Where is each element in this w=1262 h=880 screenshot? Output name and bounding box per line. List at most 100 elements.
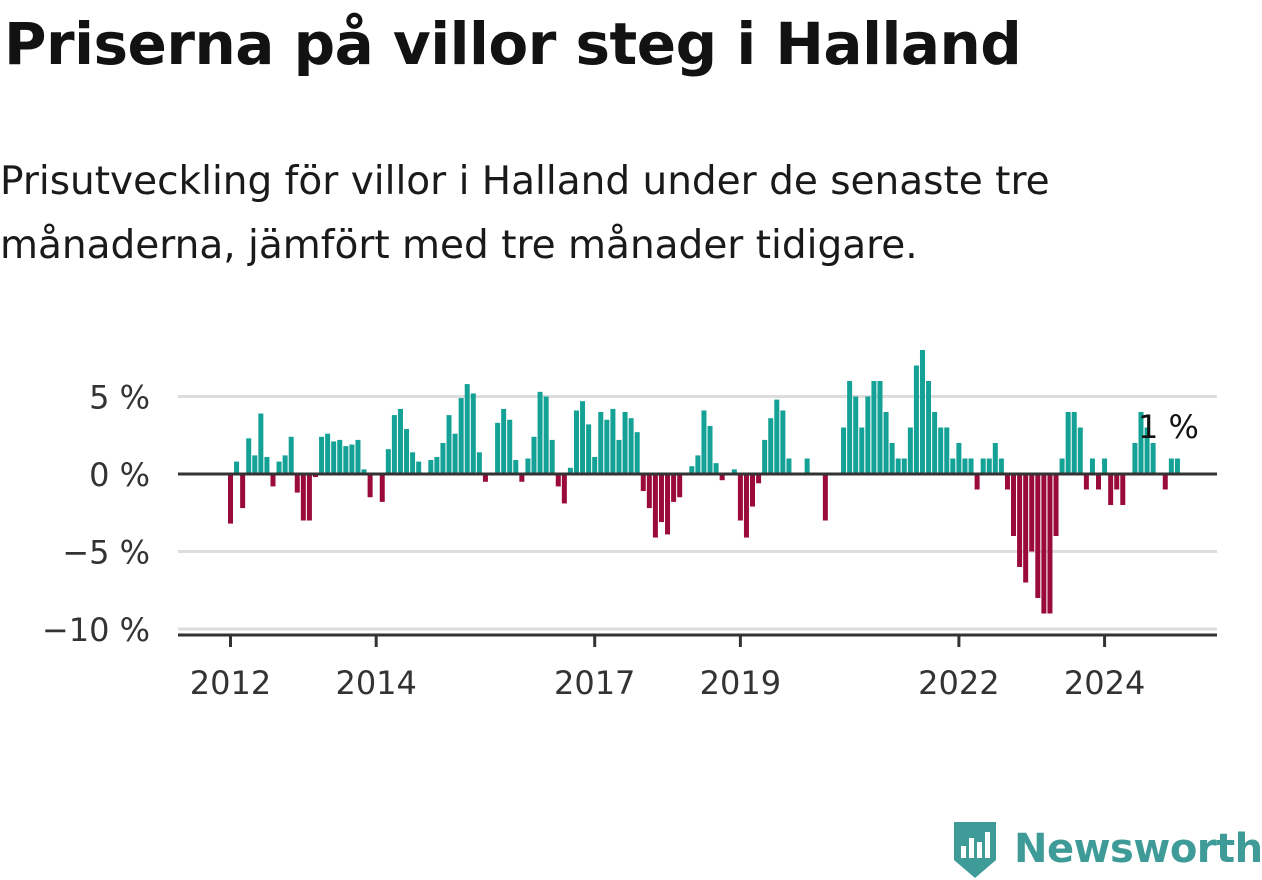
bar xyxy=(889,443,895,474)
bar xyxy=(950,458,956,474)
bar xyxy=(822,474,828,521)
bar xyxy=(665,474,671,535)
y-tick-label: 5 % xyxy=(89,379,150,417)
grid-lines xyxy=(178,395,1217,631)
bar xyxy=(1168,458,1174,474)
bar xyxy=(907,427,913,474)
bar xyxy=(555,474,561,487)
last-value-label: 1 % xyxy=(1138,408,1199,446)
bar xyxy=(841,427,847,474)
bar xyxy=(549,439,555,474)
bar xyxy=(592,456,598,474)
bar xyxy=(573,410,579,474)
x-tick-label: 2024 xyxy=(1064,664,1145,702)
bar xyxy=(1174,458,1180,474)
bar xyxy=(294,474,300,493)
bar xyxy=(604,419,610,474)
bar xyxy=(234,461,240,474)
bar xyxy=(513,460,519,474)
bar xyxy=(446,415,452,474)
bar xyxy=(1023,474,1029,583)
bar xyxy=(452,433,458,474)
bar xyxy=(622,412,628,474)
bar xyxy=(361,469,367,474)
bar xyxy=(1035,474,1041,598)
bar xyxy=(519,474,525,482)
bar xyxy=(300,474,306,521)
bar xyxy=(319,436,325,474)
bar xyxy=(658,474,664,523)
bar xyxy=(464,384,470,474)
bar xyxy=(640,474,646,492)
bar xyxy=(355,439,361,474)
bar xyxy=(652,474,658,538)
bar xyxy=(756,474,762,484)
bar xyxy=(1096,474,1102,490)
bar xyxy=(525,458,531,474)
bar xyxy=(743,474,749,538)
bar xyxy=(367,474,373,498)
bar xyxy=(1083,474,1089,490)
bar xyxy=(986,458,992,474)
bar xyxy=(750,474,756,507)
bar xyxy=(768,418,774,474)
bar xyxy=(482,474,488,482)
bar xyxy=(932,412,938,474)
bar xyxy=(1065,412,1071,474)
bar xyxy=(701,410,707,474)
bar xyxy=(992,443,998,474)
bar xyxy=(1089,458,1095,474)
x-tick-label: 2022 xyxy=(918,664,999,702)
bar xyxy=(385,449,391,474)
y-tick-label: −5 % xyxy=(62,534,150,572)
bar xyxy=(962,458,968,474)
bar xyxy=(1162,474,1168,490)
bar xyxy=(537,391,543,474)
bar xyxy=(343,446,349,474)
bar xyxy=(786,458,792,474)
axes xyxy=(178,472,1217,647)
bar xyxy=(325,433,331,474)
bar xyxy=(276,461,282,474)
bar xyxy=(531,436,537,474)
bar xyxy=(404,429,410,474)
bar xyxy=(391,415,397,474)
bar xyxy=(847,381,853,474)
bar xyxy=(853,396,859,474)
bar xyxy=(1053,474,1059,536)
bar xyxy=(428,460,434,474)
bar xyxy=(312,474,318,478)
bar xyxy=(264,456,270,474)
y-tick-label: 0 % xyxy=(89,456,150,494)
newsworthy-brand[interactable]: Newsworthy xyxy=(950,818,1262,880)
bar xyxy=(1108,474,1114,505)
bar xyxy=(877,381,883,474)
bar xyxy=(610,408,616,474)
bar xyxy=(731,469,737,474)
bar xyxy=(1144,427,1150,474)
axis-labels: −10 % −5 % 0 % 5 % 2012 2014 2017 2019 2022 2024 1… xyxy=(42,379,1199,703)
bar xyxy=(440,443,446,474)
x-tick-label: 2014 xyxy=(335,664,416,702)
bar xyxy=(1041,474,1047,614)
bar xyxy=(495,422,501,474)
bar xyxy=(410,452,416,474)
bar xyxy=(1071,412,1077,474)
bar xyxy=(980,458,986,474)
bar xyxy=(470,393,476,474)
bar xyxy=(561,474,567,504)
bar xyxy=(1029,474,1035,552)
bar xyxy=(458,398,464,474)
bar xyxy=(956,443,962,474)
bar xyxy=(737,474,743,521)
bar xyxy=(913,365,919,474)
bar xyxy=(774,399,780,474)
bar xyxy=(349,444,355,474)
bar xyxy=(379,474,385,502)
bar xyxy=(397,408,403,474)
bar xyxy=(1077,427,1083,474)
bar xyxy=(1120,474,1126,505)
bar xyxy=(416,461,422,474)
bar xyxy=(677,474,683,498)
bar xyxy=(1138,412,1144,474)
